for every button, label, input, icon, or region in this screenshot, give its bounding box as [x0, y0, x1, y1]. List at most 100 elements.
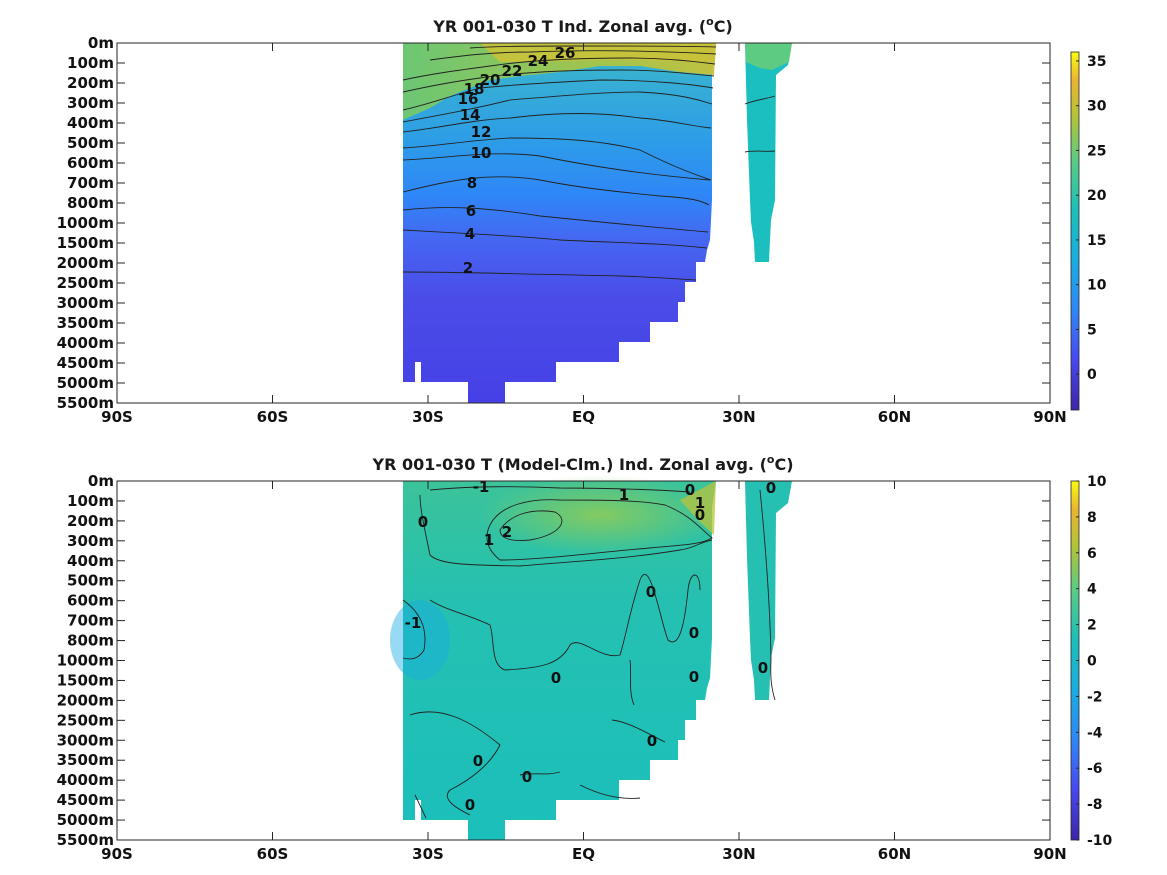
svg-text:0: 0: [522, 768, 532, 786]
svg-text:0: 0: [766, 479, 776, 497]
svg-text:0: 0: [465, 796, 475, 814]
colorbar-tick-label: 6: [1087, 546, 1097, 562]
y-tick-label: 2500m: [57, 711, 114, 729]
svg-text:20: 20: [480, 71, 501, 89]
svg-text:1: 1: [484, 531, 494, 549]
colorbar-tick-label: -10: [1087, 833, 1113, 849]
panel2-title: YR 001-030 T (Model-Clm.) Ind. Zonal avg…: [371, 453, 793, 474]
y-tick-label: 4500m: [57, 354, 114, 372]
y-tick-label: 4000m: [57, 771, 114, 789]
colorbar-tick-label: -2: [1087, 689, 1103, 705]
colorbar-tick-label: 20: [1087, 188, 1107, 204]
colorbar-tick-label: 5: [1087, 322, 1097, 338]
svg-text:0: 0: [695, 506, 705, 524]
y-tick-label: 0m: [88, 34, 114, 52]
y-tick-label: 300m: [67, 532, 114, 550]
x-tick-label: 60N: [878, 408, 911, 426]
svg-text:18: 18: [464, 80, 485, 98]
x-tick-label: 90S: [101, 408, 133, 426]
svg-text:12: 12: [471, 123, 492, 141]
x-tick-label: 30S: [412, 845, 444, 863]
x-tick-label: 30N: [722, 845, 755, 863]
y-tick-label: 1000m: [57, 214, 114, 232]
y-tick-label: 700m: [67, 612, 114, 630]
y-tick-label: 2000m: [57, 691, 114, 709]
panel-temperature: YR 001-030 T Ind. Zonal avg. (oC): [57, 15, 1107, 426]
panel1-colorbar-ticks: 35 30 25 20 15 10 5 0: [1076, 54, 1107, 383]
svg-text:1: 1: [695, 494, 705, 512]
y-tick-label: 400m: [67, 114, 114, 132]
y-tick-label: 3000m: [57, 731, 114, 749]
svg-text:6: 6: [466, 202, 476, 220]
x-tick-label: EQ: [572, 408, 595, 426]
panel2-cool-anomaly: [390, 600, 450, 680]
y-tick-label: 1000m: [57, 652, 114, 670]
y-tick-label: 100m: [67, 492, 114, 510]
x-tick-label: 30N: [722, 408, 755, 426]
y-tick-label: 700m: [67, 174, 114, 192]
svg-text:-1: -1: [405, 614, 422, 632]
panel1-hot-core: [480, 43, 716, 62]
colorbar-tick-label: 10: [1087, 278, 1107, 294]
y-tick-label: 200m: [67, 74, 114, 92]
colorbar-tick-label: 2: [1087, 618, 1097, 634]
x-tick-label: 30S: [412, 408, 444, 426]
svg-text:26: 26: [555, 44, 576, 62]
x-tick-label: 90S: [101, 845, 133, 863]
x-tick-label: 90N: [1033, 408, 1066, 426]
x-tick-label: EQ: [572, 845, 595, 863]
y-tick-label: 3500m: [57, 751, 114, 769]
svg-text:16: 16: [458, 90, 479, 108]
svg-text:2: 2: [502, 523, 512, 541]
y-tick-label: 1500m: [57, 671, 114, 689]
y-tick-label: 5500m: [57, 831, 114, 849]
colorbar-tick-label: 25: [1087, 143, 1106, 159]
svg-text:0: 0: [551, 669, 561, 687]
panel1-north-strip-top: [745, 43, 792, 70]
svg-text:8: 8: [467, 174, 477, 192]
panel1-contours: [402, 45, 776, 281]
panel2-y-axis: 0m100m200m300m400m500m600m700m800m1000m1…: [57, 472, 1050, 849]
x-tick-label: 60N: [878, 845, 911, 863]
svg-text:0: 0: [689, 624, 699, 642]
colorbar-tick-label: -6: [1087, 761, 1103, 777]
y-tick-label: 5500m: [57, 394, 114, 412]
y-tick-label: 4500m: [57, 791, 114, 809]
panel1-colorbar: [1070, 51, 1080, 411]
svg-text:0: 0: [418, 513, 428, 531]
y-tick-label: 4000m: [57, 334, 114, 352]
colorbar-tick-label: -4: [1087, 725, 1103, 741]
svg-text:1: 1: [619, 486, 629, 504]
svg-text:0: 0: [473, 752, 483, 770]
colorbar-tick-label: 15: [1087, 233, 1106, 249]
colorbar-tick-label: 8: [1087, 510, 1097, 526]
svg-text:-1: -1: [473, 478, 490, 496]
panel2-warm-edge: [680, 481, 716, 535]
y-tick-label: 800m: [67, 632, 114, 650]
svg-text:0: 0: [646, 583, 656, 601]
panel1-title: YR 001-030 T Ind. Zonal avg. (oC): [432, 15, 733, 36]
colorbar-tick-label: 0: [1087, 654, 1097, 670]
y-tick-label: 100m: [67, 54, 114, 72]
panel2-x-axis: 90S 60S 30S EQ 30N 60N 90N: [101, 481, 1067, 863]
colorbar-tick-label: 4: [1087, 582, 1097, 598]
panel2-colorbar-ticks: 10 8 6 4 2 0 -2 -4 -6 -8 -10: [1076, 474, 1113, 849]
panel1-x-axis: 90S 60S 30S EQ 30N 60N 90N: [101, 43, 1067, 426]
svg-text:22: 22: [502, 62, 523, 80]
y-tick-label: 600m: [67, 154, 114, 172]
svg-text:2: 2: [463, 259, 473, 277]
panel2-warm-anomaly: [480, 475, 720, 555]
colorbar-tick-label: 30: [1087, 99, 1107, 115]
colorbar-tick-label: 35: [1087, 54, 1106, 70]
y-tick-label: 0m: [88, 472, 114, 490]
y-tick-label: 500m: [67, 134, 114, 152]
y-tick-label: 2500m: [57, 274, 114, 292]
y-tick-label: 500m: [67, 572, 114, 590]
y-tick-label: 5000m: [57, 374, 114, 392]
y-tick-label: 800m: [67, 194, 114, 212]
colorbar-tick-label: -8: [1087, 797, 1103, 813]
y-tick-label: 200m: [67, 512, 114, 530]
colorbar-tick-label: 10: [1087, 474, 1107, 490]
panel1-north-strip: [745, 43, 792, 262]
x-tick-label: 90N: [1033, 845, 1066, 863]
